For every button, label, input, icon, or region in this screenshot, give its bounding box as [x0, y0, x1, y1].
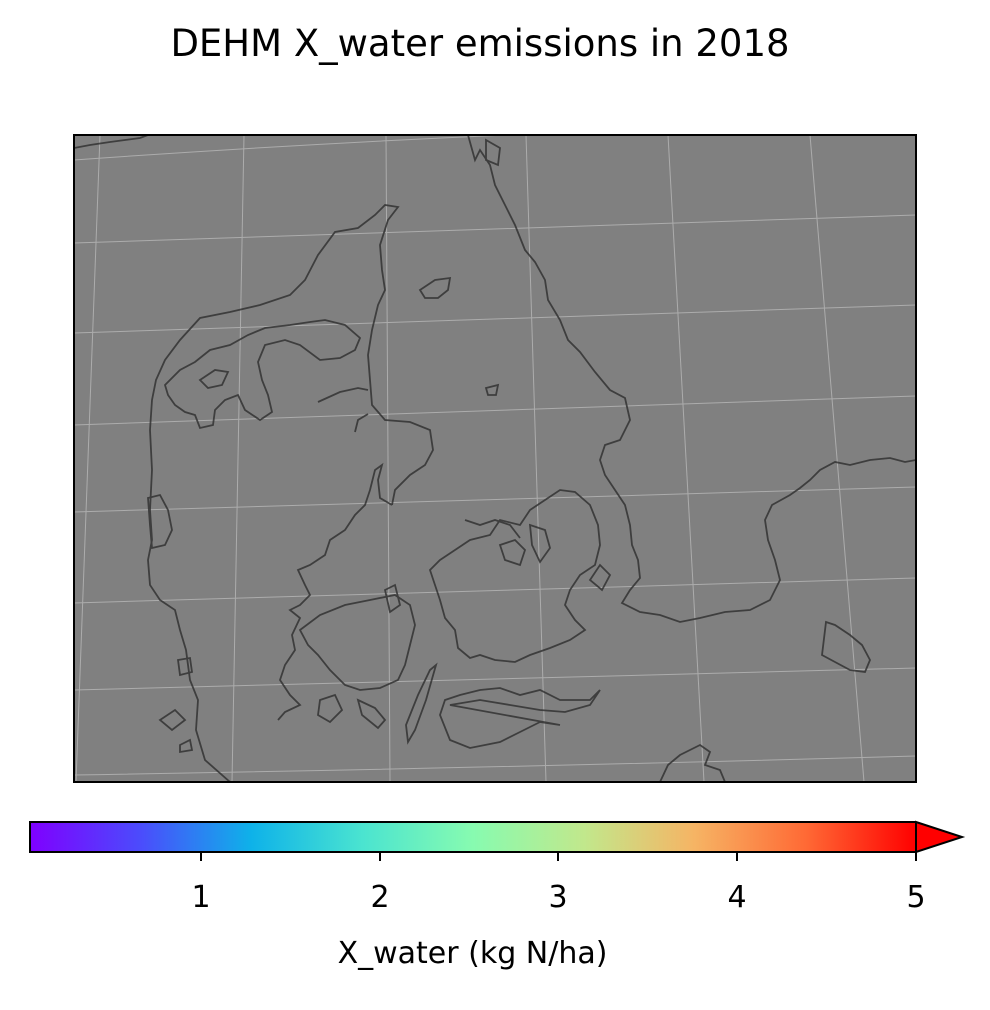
- colorbar-extend-arrow: [915, 820, 966, 854]
- map-frame: [73, 134, 917, 783]
- colorbar-frame: [29, 821, 916, 853]
- colorbar-ticks: [200, 852, 917, 861]
- map-background: [74, 135, 916, 782]
- gridlines: [74, 135, 916, 782]
- page-title: DEHM X_water emissions in 2018: [170, 22, 790, 65]
- coastlines: [74, 135, 916, 782]
- colorbar: [30, 822, 916, 852]
